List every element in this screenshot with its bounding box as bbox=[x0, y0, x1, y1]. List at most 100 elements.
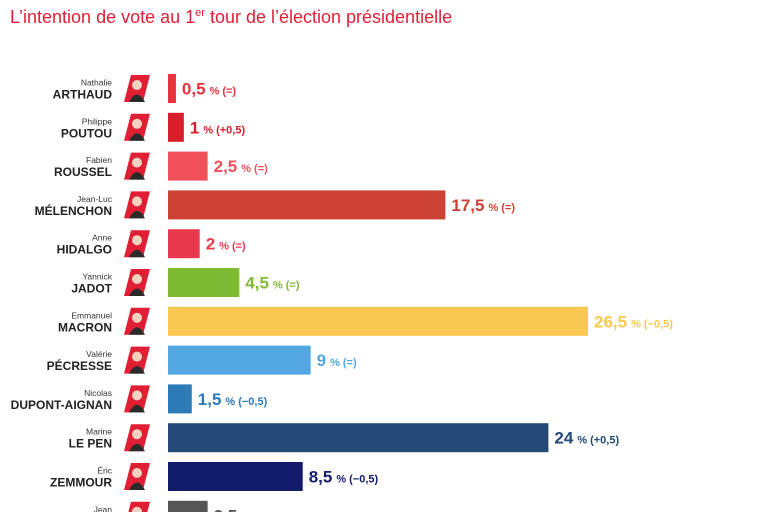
portrait-body-icon bbox=[129, 482, 145, 490]
candidate-last-name: ROUSSEL bbox=[54, 165, 112, 179]
value-unit: % bbox=[330, 357, 340, 369]
value-label: 9% (=) bbox=[317, 351, 357, 370]
change-label: (−0,5) bbox=[349, 474, 378, 486]
value-number: 2,5 bbox=[214, 506, 238, 512]
change-label: (=) bbox=[232, 241, 246, 253]
change-label: (=) bbox=[286, 280, 300, 292]
value-label: 4,5% (=) bbox=[245, 274, 300, 293]
portrait-head-icon bbox=[132, 506, 142, 512]
value-number: 2 bbox=[206, 235, 215, 254]
portrait-body-icon bbox=[129, 443, 145, 452]
bar bbox=[168, 306, 589, 336]
bar bbox=[168, 190, 446, 220]
value-number: 26,5 bbox=[594, 312, 627, 331]
candidate-first-name: Emmanuel bbox=[71, 310, 112, 320]
portrait-head-icon bbox=[132, 118, 142, 129]
portrait-head-icon bbox=[132, 351, 142, 362]
change-label: (+0,5) bbox=[590, 435, 619, 447]
candidate-last-name: ARTHAUD bbox=[53, 88, 113, 102]
bar bbox=[168, 423, 549, 453]
change-label: (=) bbox=[254, 163, 268, 175]
value-number: 4,5 bbox=[245, 274, 269, 293]
candidate-first-name: Éric bbox=[97, 466, 112, 476]
change-label: (−0,5) bbox=[238, 396, 267, 408]
bar bbox=[168, 462, 303, 491]
title-text-start: L’intention de vote au 1 bbox=[10, 7, 196, 27]
candidate-first-name: Valérie bbox=[86, 349, 112, 359]
portrait-body-icon bbox=[129, 288, 145, 296]
change-label: (=) bbox=[501, 202, 515, 214]
value-label: 2,5% (=) bbox=[214, 157, 269, 176]
portrait-body-icon bbox=[129, 249, 145, 258]
portrait-head-icon bbox=[132, 274, 142, 284]
portrait-body-icon bbox=[129, 366, 145, 374]
bar bbox=[168, 384, 192, 414]
value-unit: % bbox=[336, 474, 346, 486]
candidate-last-name: MÉLENCHON bbox=[35, 203, 112, 218]
candidate-first-name: Jean bbox=[94, 504, 113, 512]
value-unit: % bbox=[219, 241, 229, 253]
bar bbox=[168, 112, 184, 142]
value-number: 1,5 bbox=[198, 390, 222, 409]
value-unit: % bbox=[241, 163, 251, 175]
candidate-first-name: Philippe bbox=[82, 116, 113, 126]
candidate-last-name: POUTOU bbox=[61, 126, 112, 140]
portrait-body-icon bbox=[129, 404, 145, 413]
bar bbox=[168, 268, 240, 297]
candidate-first-name: Nathalie bbox=[81, 78, 112, 88]
value-unit: % bbox=[210, 86, 220, 98]
value-label: 2% (=) bbox=[206, 235, 246, 254]
value-label: 24% (+0,5) bbox=[554, 429, 619, 448]
bar bbox=[168, 345, 311, 375]
value-label: 26,5% (−0,5) bbox=[594, 312, 673, 331]
title-text-end: tour de l’élection présidentielle bbox=[204, 7, 453, 27]
candidate-last-name: PÉCRESSE bbox=[47, 358, 112, 373]
portrait-body-icon bbox=[129, 94, 145, 102]
chart-title: L’intention de vote au 1er tour de l’éle… bbox=[10, 7, 452, 28]
portrait-head-icon bbox=[132, 312, 142, 323]
bar bbox=[168, 151, 208, 181]
value-unit: % bbox=[631, 318, 641, 330]
portrait-body-icon bbox=[129, 210, 145, 219]
change-label: (−0,5) bbox=[644, 318, 673, 330]
value-label: 2,5%(+0,5) bbox=[214, 506, 284, 512]
bar bbox=[168, 500, 208, 512]
value-unit: % bbox=[225, 396, 235, 408]
candidate-first-name: Jean-Luc bbox=[77, 194, 113, 204]
candidate-last-name: MACRON bbox=[58, 320, 112, 334]
portrait-body-icon bbox=[129, 327, 145, 335]
value-unit: % bbox=[273, 280, 283, 292]
candidate-first-name: Yannick bbox=[82, 272, 112, 282]
value-label: 17,5% (=) bbox=[451, 196, 515, 215]
portrait-head-icon bbox=[132, 157, 142, 168]
portrait-head-icon bbox=[132, 196, 142, 207]
portrait-body-icon bbox=[129, 133, 145, 141]
portrait-head-icon bbox=[132, 80, 142, 90]
candidate-first-name: Marine bbox=[86, 427, 112, 437]
value-number: 2,5 bbox=[214, 157, 238, 176]
candidate-last-name: ZEMMOUR bbox=[50, 476, 112, 490]
value-unit: % bbox=[488, 202, 498, 214]
value-number: 8,5 bbox=[309, 468, 333, 487]
candidate-first-name: Anne bbox=[92, 233, 112, 243]
value-label: 8,5% (−0,5) bbox=[309, 468, 379, 487]
value-label: 1,5% (−0,5) bbox=[198, 390, 268, 409]
portrait-body-icon bbox=[129, 172, 145, 180]
change-label: (=) bbox=[222, 86, 236, 98]
value-label: 1% (+0,5) bbox=[190, 118, 246, 137]
change-label: (=) bbox=[343, 357, 357, 369]
portrait-head-icon bbox=[132, 235, 142, 246]
value-label: 0,5% (=) bbox=[182, 80, 237, 99]
change-label: (+0,5) bbox=[216, 124, 245, 136]
portrait-head-icon bbox=[132, 468, 142, 478]
candidate-first-name: Nicolas bbox=[84, 388, 112, 398]
value-number: 24 bbox=[554, 429, 573, 448]
value-number: 17,5 bbox=[451, 196, 484, 215]
title-superscript: er bbox=[195, 7, 205, 19]
value-number: 0,5 bbox=[182, 80, 206, 99]
candidate-last-name: HIDALGO bbox=[57, 243, 112, 257]
value-number: 1 bbox=[190, 118, 199, 137]
candidate-last-name: DUPONT-AIGNAN bbox=[11, 398, 112, 412]
portrait-head-icon bbox=[132, 390, 142, 401]
